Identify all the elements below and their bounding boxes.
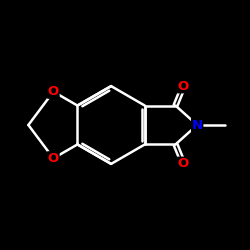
Text: O: O: [48, 152, 59, 165]
Text: O: O: [178, 80, 189, 93]
Text: N: N: [192, 118, 203, 132]
Text: O: O: [178, 157, 189, 170]
Text: O: O: [48, 85, 59, 98]
